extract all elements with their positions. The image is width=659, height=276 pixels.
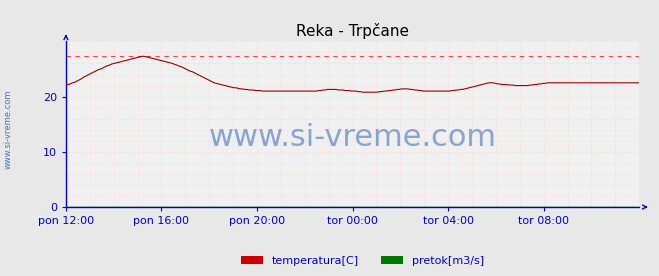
Legend: temperatura[C], pretok[m3/s]: temperatura[C], pretok[m3/s] [236, 251, 489, 270]
Title: Reka - Trpčane: Reka - Trpčane [296, 23, 409, 39]
Text: www.si-vreme.com: www.si-vreme.com [3, 90, 13, 169]
Text: www.si-vreme.com: www.si-vreme.com [208, 123, 497, 152]
